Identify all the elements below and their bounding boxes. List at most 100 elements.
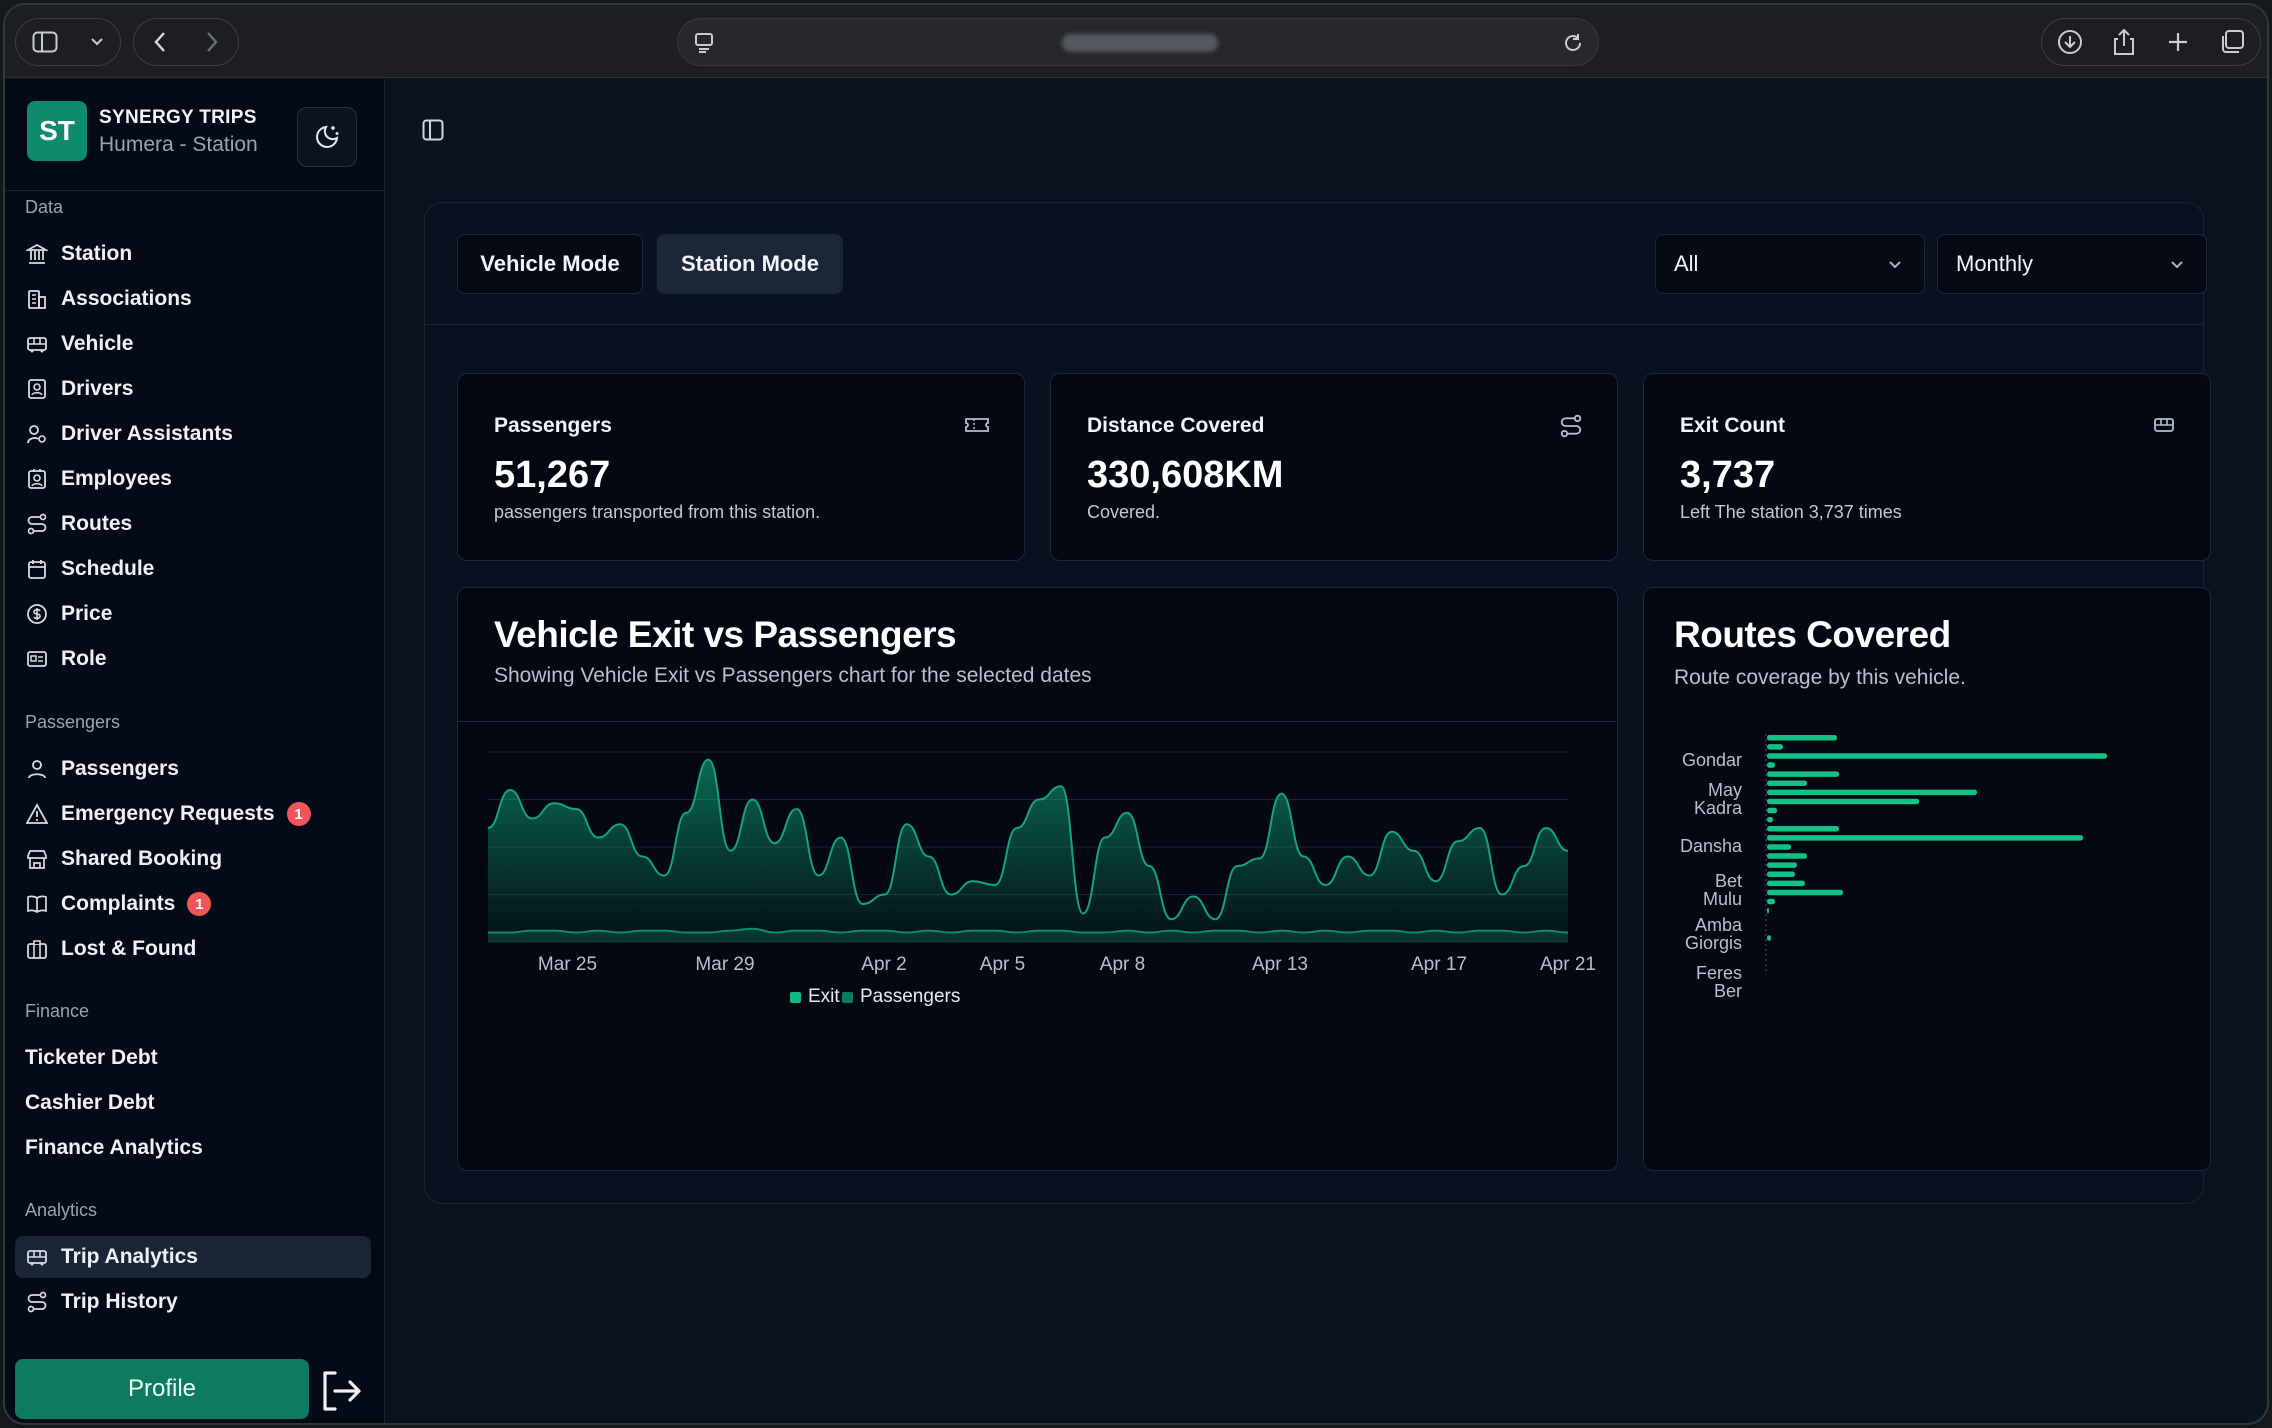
book-open-icon — [25, 892, 49, 916]
page-menu-icon[interactable] — [694, 32, 714, 54]
stat-title: Passengers — [494, 414, 612, 437]
x-tick-label: Apr 8 — [1100, 954, 1145, 975]
x-tick-label: Apr 17 — [1411, 954, 1467, 975]
passengers-line — [487, 927, 1569, 934]
sidebar-toggle-button[interactable] — [15, 18, 121, 66]
stat-title: Exit Count — [1680, 414, 1785, 437]
category-label: Gondar — [1682, 750, 1742, 770]
route-bar — [1767, 889, 1843, 896]
sidebar-collapse-icon[interactable] — [422, 119, 444, 146]
filter-select[interactable]: All — [1655, 234, 1925, 294]
x-tick-label: Apr 21 — [1540, 954, 1596, 975]
sidebar-item-ticketer-debt[interactable]: Ticketer Debt — [15, 1037, 371, 1079]
sidebar-item-complaints[interactable]: Complaints 1 — [15, 883, 371, 925]
reload-icon[interactable] — [1562, 32, 1584, 54]
sidebar-item-driver-assistants[interactable]: Driver Assistants — [15, 413, 371, 455]
sidebar-item-routes[interactable]: Routes — [15, 503, 371, 545]
moon-stars-icon — [316, 125, 339, 148]
route-bar — [1767, 844, 1791, 850]
sidebar-item-label: Schedule — [61, 557, 155, 580]
forward-icon[interactable] — [205, 30, 219, 54]
x-tick-label: Apr 5 — [980, 954, 1025, 975]
card-divider — [458, 721, 1617, 722]
new-tab-icon[interactable] — [2166, 30, 2190, 54]
x-tick-label: Apr 2 — [861, 954, 906, 975]
stat-title: Distance Covered — [1087, 414, 1265, 437]
sidebar-item-lost-found[interactable]: Lost & Found — [15, 928, 371, 970]
route-bar — [1767, 935, 1771, 941]
route-bar — [1767, 862, 1797, 868]
address-bar[interactable] — [677, 18, 1599, 66]
category-label: May Kadra — [1694, 780, 1743, 818]
vehicle-mode-button[interactable]: Vehicle Mode — [457, 234, 643, 294]
sidebar-item-vehicle[interactable]: Vehicle — [15, 323, 371, 365]
tabs-overview-icon[interactable] — [2219, 29, 2245, 55]
stat-subtext: Covered. — [1087, 502, 1161, 522]
sidebar-item-label: Employees — [61, 467, 172, 490]
sidebar-item-employees[interactable]: Employees — [15, 458, 371, 500]
theme-toggle-button[interactable] — [297, 107, 357, 167]
stat-subtext: passengers transported from this station… — [494, 502, 821, 522]
sidebar-item-trip-analytics[interactable]: Trip Analytics — [15, 1236, 371, 1278]
sidebar-item-label: Role — [61, 647, 107, 670]
route-bar — [1767, 753, 2107, 759]
route-bar — [1767, 826, 1839, 832]
route-bar — [1767, 816, 1773, 823]
sidebar-item-label: Lost & Found — [61, 937, 197, 960]
history-nav[interactable] — [133, 18, 239, 66]
category-label: Bet Mulu — [1703, 871, 1742, 909]
sidebar-item-cashier-debt[interactable]: Cashier Debt — [15, 1082, 371, 1124]
exit-line — [487, 758, 1569, 921]
sidebar-item-station[interactable]: Station — [15, 233, 371, 275]
sidebar-item-finance-analytics[interactable]: Finance Analytics — [15, 1127, 371, 1169]
stat-card-exit-count: Exit Count 3,737 Left The station 3,737 … — [1643, 373, 2211, 561]
sidebar-item-label: Driver Assistants — [61, 422, 233, 445]
sidebar-item-emergency-requests[interactable]: Emergency Requests 1 — [15, 793, 371, 835]
sidebar-item-shared-booking[interactable]: Shared Booking — [15, 838, 371, 880]
route-bar — [1767, 771, 1839, 777]
share-icon[interactable] — [2112, 28, 2136, 56]
id-card-icon — [25, 647, 49, 671]
calendar-icon — [25, 557, 49, 581]
period-select-value: Monthly — [1956, 251, 2034, 276]
warning-icon — [25, 802, 49, 826]
period-select[interactable]: Monthly — [1937, 234, 2207, 294]
sidebar-item-price[interactable]: Price — [15, 593, 371, 635]
browser-toolbar — [5, 5, 2267, 78]
sidebar-item-label: Vehicle — [61, 332, 134, 355]
category-label: Amba Giorgis — [1685, 915, 1743, 953]
download-icon[interactable] — [2057, 29, 2083, 55]
back-icon[interactable] — [153, 30, 167, 54]
route-icon — [25, 512, 49, 536]
url-text-blurred — [1062, 34, 1218, 52]
sidebar-item-label: Passengers — [61, 757, 179, 780]
sidebar-item-label: Drivers — [61, 377, 134, 400]
profile-button[interactable]: Profile — [15, 1359, 309, 1419]
sidebar-item-label: Trip History — [61, 1290, 178, 1313]
chart-title: Vehicle Exit vs Passengers — [494, 614, 957, 655]
chart-subtitle: Showing Vehicle Exit vs Passengers chart… — [494, 664, 1092, 687]
sidebar-item-drivers[interactable]: Drivers — [15, 368, 371, 410]
route-bar — [1767, 789, 1977, 796]
sidebar-item-associations[interactable]: Associations — [15, 278, 371, 320]
station-mode-button[interactable]: Station Mode — [657, 234, 843, 294]
analytics-panel: Vehicle Mode Station Mode All Monthly Pa… — [424, 202, 2211, 1204]
chevron-down-icon — [91, 38, 103, 46]
stat-card-passengers: Passengers 51,267 passengers transported… — [457, 373, 1025, 561]
buildings-icon — [25, 287, 49, 311]
sidebar-item-trip-history[interactable]: Trip History — [15, 1281, 371, 1323]
building-columns-icon — [25, 242, 49, 266]
contact-icon — [25, 467, 49, 491]
chevron-down-icon — [1889, 261, 1901, 269]
briefcase-icon — [25, 937, 49, 961]
stat-card-distance: Distance Covered 330,608KM Covered. — [1050, 373, 1618, 561]
chevron-down-icon — [2171, 261, 2183, 269]
store-icon — [25, 847, 49, 871]
route-bar — [1767, 898, 1775, 905]
x-tick-label: Apr 13 — [1252, 954, 1308, 975]
sidebar-item-role[interactable]: Role — [15, 638, 371, 680]
sidebar-item-passengers[interactable]: Passengers — [15, 748, 371, 790]
logout-icon[interactable] — [319, 1369, 363, 1413]
sidebar-item-schedule[interactable]: Schedule — [15, 548, 371, 590]
sidebar-item-label: Finance Analytics — [25, 1136, 203, 1159]
